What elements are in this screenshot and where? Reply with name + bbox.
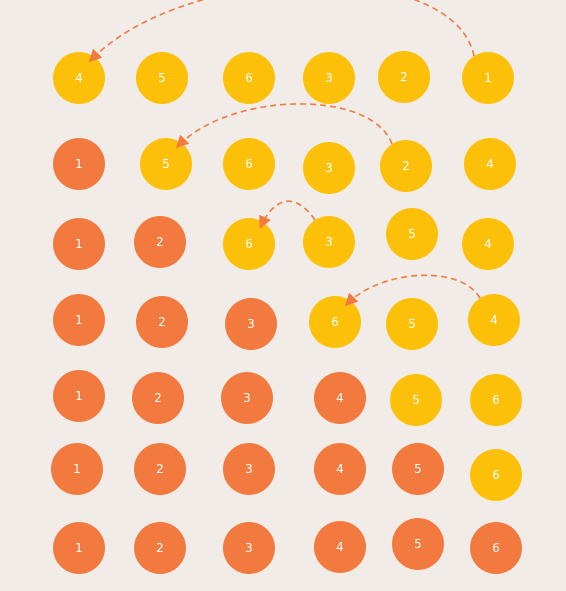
- ball-r4-c1-sorted: 1: [53, 294, 105, 346]
- ball-r7-c2-sorted: 2: [134, 522, 186, 574]
- ball-r2-c3-unsorted: 6: [223, 138, 275, 190]
- ball-r4-c5-unsorted: 5: [386, 298, 438, 350]
- ball-r7-c1-sorted: 1: [53, 522, 105, 574]
- ball-r1-c6-unsorted: 1: [462, 52, 514, 104]
- ball-r1-c3-unsorted: 6: [223, 52, 275, 104]
- ball-r7-c5-sorted: 5: [392, 518, 444, 570]
- ball-r3-c2-sorted: 2: [134, 216, 186, 268]
- ball-r4-c3-sorted: 3: [225, 298, 277, 350]
- ball-r4-c6-unsorted: 4: [468, 294, 520, 346]
- ball-r2-c1-sorted: 1: [53, 138, 105, 190]
- ball-r4-c4-unsorted: 6: [309, 296, 361, 348]
- ball-r3-c6-unsorted: 4: [462, 218, 514, 270]
- ball-r4-c2-sorted: 2: [136, 296, 188, 348]
- ball-r6-c6-unsorted: 6: [470, 449, 522, 501]
- ball-r5-c4-sorted: 4: [314, 372, 366, 424]
- ball-r5-c2-sorted: 2: [132, 372, 184, 424]
- ball-r3-c3-unsorted: 6: [223, 218, 275, 270]
- ball-r3-c4-unsorted: 3: [303, 216, 355, 268]
- ball-r1-c2-unsorted: 5: [136, 52, 188, 104]
- ball-r5-c6-unsorted: 6: [470, 374, 522, 426]
- ball-r1-c1-unsorted: 4: [53, 52, 105, 104]
- ball-r7-c3-sorted: 3: [223, 522, 275, 574]
- ball-r2-c4-unsorted: 3: [303, 142, 355, 194]
- swap-arrow-row-1: [88, 0, 475, 63]
- ball-r5-c5-unsorted: 5: [390, 374, 442, 426]
- swap-arrow-row-3: [259, 200, 316, 229]
- ball-r3-c1-sorted: 1: [53, 218, 105, 270]
- ball-r2-c5-unsorted: 2: [380, 140, 432, 192]
- ball-r6-c4-sorted: 4: [314, 443, 366, 495]
- ball-r6-c3-sorted: 3: [223, 443, 275, 495]
- ball-r6-c1-sorted: 1: [51, 443, 103, 495]
- ball-r3-c5-unsorted: 5: [386, 208, 438, 260]
- ball-r7-c4-sorted: 4: [314, 521, 366, 573]
- ball-r1-c5-unsorted: 2: [378, 51, 430, 103]
- ball-r6-c5-sorted: 5: [392, 443, 444, 495]
- ball-r2-c6-unsorted: 4: [464, 138, 516, 190]
- ball-r5-c3-sorted: 3: [221, 372, 273, 424]
- ball-r2-c2-unsorted: 5: [140, 138, 192, 190]
- ball-r7-c6-sorted: 6: [470, 522, 522, 574]
- ball-r1-c4-unsorted: 3: [303, 52, 355, 104]
- ball-r5-c1-sorted: 1: [53, 370, 105, 422]
- ball-r6-c2-sorted: 2: [134, 443, 186, 495]
- swap-arrow-row-2: [175, 103, 393, 149]
